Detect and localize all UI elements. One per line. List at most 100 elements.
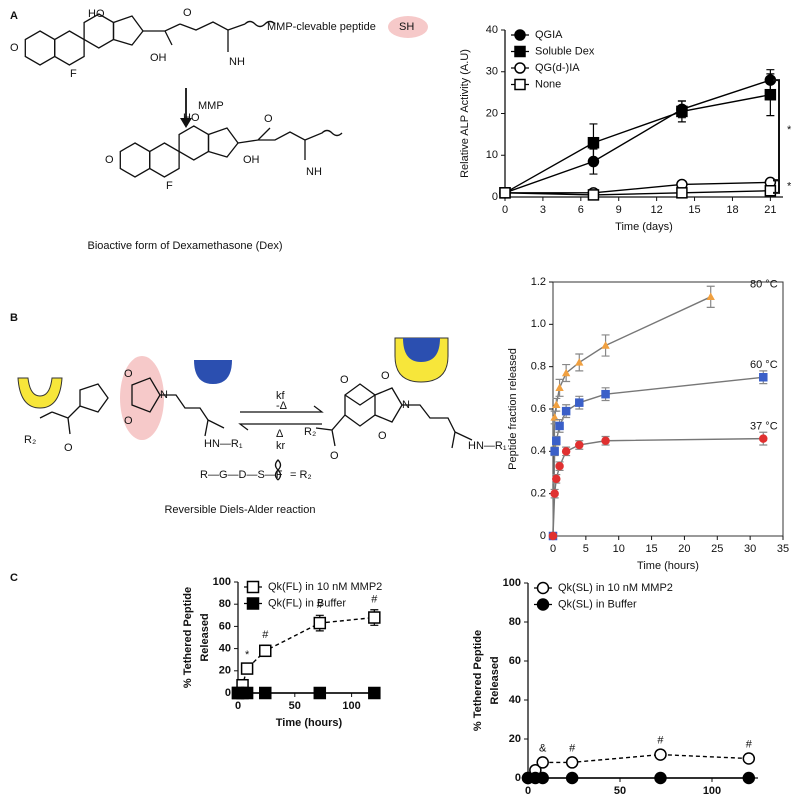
x-tick-label: 20 [678,543,690,555]
caption: Reversible Diels-Alder reaction [164,504,315,516]
series-line [504,94,771,194]
atom-label: N [160,389,168,401]
marker [561,368,571,377]
furan [79,383,109,413]
x-tick-label: 25 [711,543,723,555]
atom-label: OH [243,154,260,166]
legend-label: Soluble Dex [535,45,595,57]
marker [601,389,610,399]
yellow-receptor [17,377,63,409]
bond [237,127,343,160]
marker [536,756,549,769]
ring [207,127,239,158]
series-label: 80 °C [750,279,778,291]
rate-label: kr [276,440,286,452]
atom-label: N [402,399,410,411]
marker [552,436,561,445]
y-tick-label: 0 [515,772,521,784]
series-line [552,437,764,537]
ring [149,142,180,178]
marker [575,358,584,366]
marker [742,752,756,765]
legend-marker [246,580,260,594]
x-tick-label: 6 [578,204,584,216]
marker [575,398,584,407]
marker [536,771,549,785]
series-label: 37 °C [750,421,778,433]
marker [368,686,381,700]
peptide-label: MMP-clevable peptide [267,21,376,33]
marker [601,341,610,349]
atom-label: NH [306,166,322,178]
series-line [504,190,771,196]
marker [654,771,667,785]
adduct [274,383,473,481]
arrowhead [180,118,192,128]
marker [575,440,584,450]
x-tick-label: 21 [764,204,776,216]
atom-label: O [340,374,349,386]
maleimide-highlight [120,356,164,440]
x-axis-label: Time (hours) [276,717,343,729]
marker [550,413,559,421]
atom-label: F [166,180,173,192]
legend-marker [514,62,526,74]
y-tick-label: 0.4 [531,445,546,457]
marker [565,771,579,785]
y-tick-label: 60 [219,620,231,632]
steroid-bottom [119,125,343,178]
x-tick-label: 0 [502,204,508,216]
y-tick-label: 0.8 [531,361,546,373]
bond [39,405,81,435]
panel-label: B [10,312,18,324]
marker [759,373,768,382]
significance-bracket [773,179,780,194]
annotation: # [262,629,269,641]
marker [313,616,327,630]
atom-label: HN—R₁ [468,440,507,452]
x-tick-label: 30 [744,543,756,555]
y-tick-label: 100 [213,576,231,588]
panel-label: C [10,572,18,584]
legend-label: Qk(FL) in 10 nM MMP2 [268,581,382,593]
y-tick-label: 40 [486,24,498,36]
atom-label: O [378,430,387,442]
legend-marker [536,581,550,595]
legend-label: Qk(SL) in Buffer [558,598,637,610]
equilibrium-arrows [238,405,324,431]
y-tick-label: 1.2 [531,276,546,288]
y-tick-label: 40 [219,643,231,655]
marker [561,406,571,416]
y-tick-label: 10 [486,149,498,161]
reactants [39,377,225,437]
marker [601,436,610,445]
x-tick-label: 3 [540,204,546,216]
marker [587,136,600,149]
y-tick-label: 0.6 [531,403,546,415]
marker [676,187,688,199]
ring [24,30,56,66]
y-tick-label: 20 [509,733,521,745]
marker [550,447,559,456]
y-tick-label: 100 [503,577,521,589]
thiol-highlight [388,16,428,38]
atom-label: OH [150,52,167,64]
marker [555,421,564,431]
y-tick-label: 40 [509,694,521,706]
x-tick-label: 0 [525,785,531,797]
marker [240,686,254,700]
marker [368,611,381,624]
atom-label: O [381,370,390,382]
y-tick-label: 80 [219,598,231,610]
marker [764,184,777,197]
x-tick-label: 18 [726,204,738,216]
annotation: # [657,735,664,747]
y-axis-label: Released [489,656,501,704]
bond [143,21,246,52]
x-tick-label: 35 [777,543,789,555]
ring [178,125,210,161]
marker [550,489,559,498]
legend-marker [246,597,260,610]
x-tick-label: 5 [583,543,589,555]
y-tick-label: 0 [540,530,546,542]
